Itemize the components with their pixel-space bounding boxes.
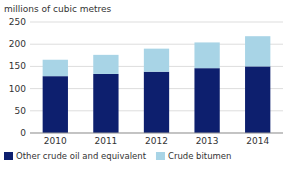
y-tick-label: 50	[15, 106, 27, 116]
grid-line	[30, 133, 283, 134]
grid	[30, 22, 283, 133]
y-tick-label: 250	[9, 17, 26, 27]
x-tick-label: 2012	[145, 136, 168, 146]
x-tick-label: 2011	[94, 136, 117, 146]
bar-segment	[245, 36, 270, 66]
y-tick-label: 150	[9, 61, 26, 71]
chart-container: millions of cubic metres 0 50 100 150 200 250 2…	[0, 0, 291, 173]
bar-segment	[43, 60, 68, 76]
bar-segment	[144, 49, 169, 72]
legend-swatch	[4, 152, 13, 160]
y-tick-label: 100	[9, 84, 26, 94]
bar-segment	[245, 66, 270, 133]
bar-segment	[93, 55, 118, 74]
legend-label: Other crude oil and equivalent	[16, 151, 147, 161]
x-tick-label: 2014	[246, 136, 269, 146]
y-tick-label: 200	[9, 39, 26, 49]
legend-label: Crude bitumen	[168, 151, 232, 161]
y-axis-label: millions of cubic metres	[4, 4, 112, 14]
x-axis-line	[30, 133, 283, 134]
bar-segment	[144, 72, 169, 133]
bars	[43, 36, 271, 133]
bar-segment	[43, 76, 68, 133]
bar-segment	[194, 68, 219, 133]
bar-segment	[93, 74, 118, 133]
chart-svg: millions of cubic metres 0 50 100 150 200 250 2…	[0, 0, 291, 173]
bar-segment	[194, 42, 219, 68]
legend-swatch	[156, 152, 165, 160]
y-tick-label: 0	[20, 128, 26, 138]
x-tick-label: 2010	[44, 136, 67, 146]
x-tick-label: 2013	[196, 136, 219, 146]
grid-line	[30, 22, 283, 23]
legend: Other crude oil and equivalent Crude bitu…	[4, 151, 232, 161]
